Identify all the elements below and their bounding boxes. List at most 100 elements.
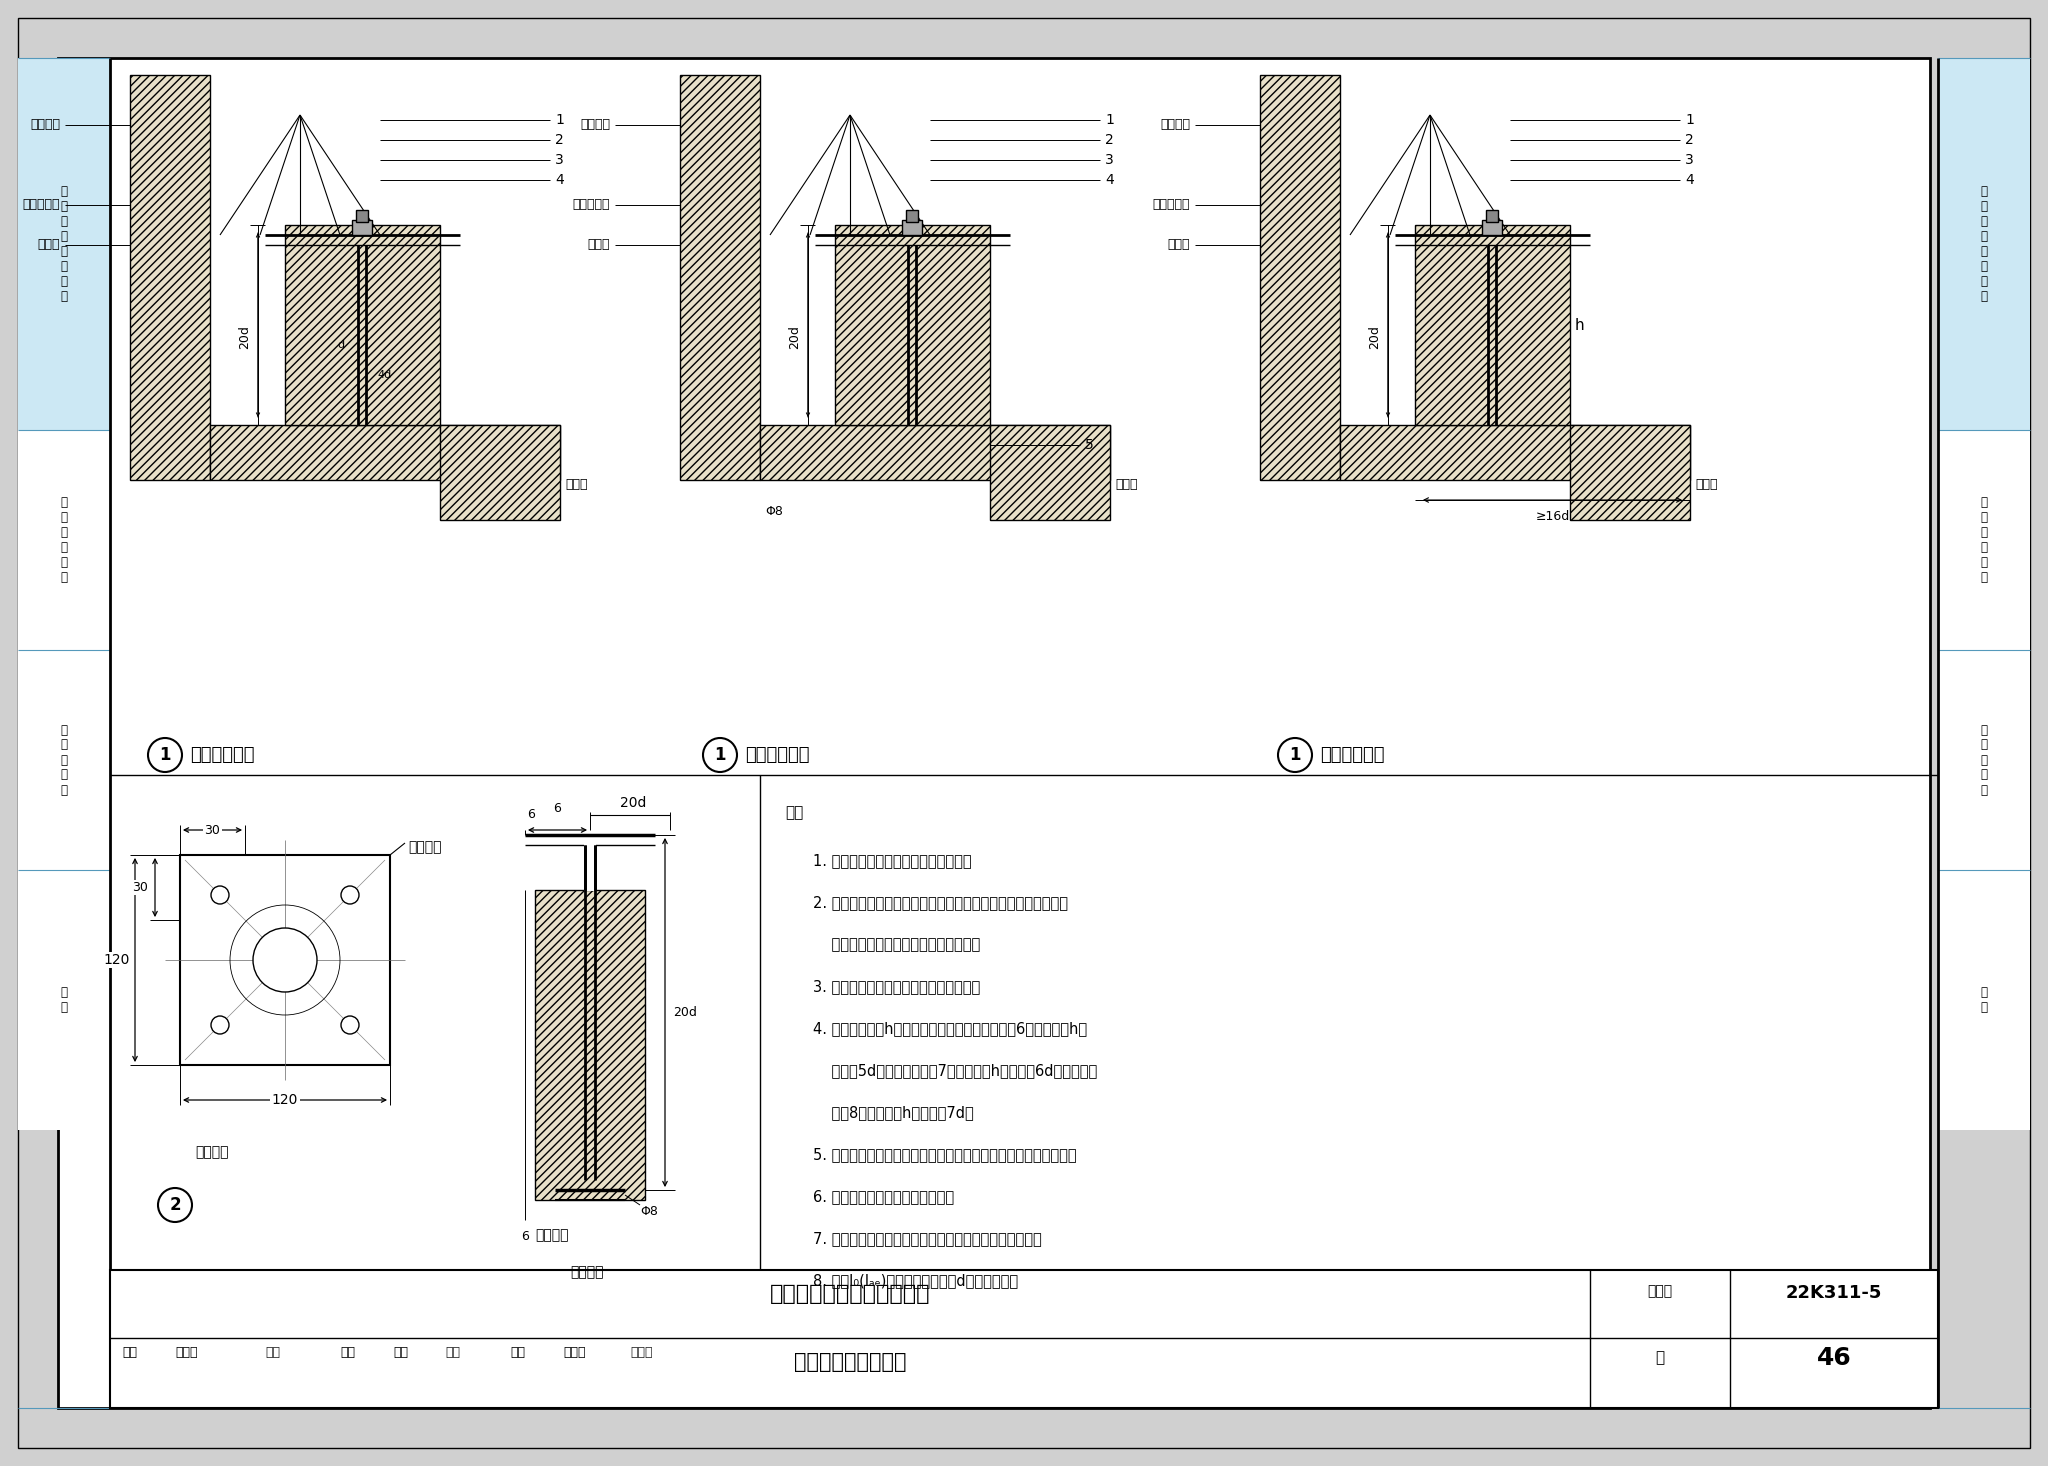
Text: 4d: 4d xyxy=(377,369,391,380)
Bar xyxy=(211,425,559,479)
Text: 焊接螺栓: 焊接螺栓 xyxy=(408,840,442,855)
Circle shape xyxy=(342,1016,358,1034)
Text: 30: 30 xyxy=(131,881,147,894)
Text: 泛水板: 泛水板 xyxy=(1696,478,1718,491)
Bar xyxy=(18,59,111,430)
Text: 8. 图中l₀(lₐₑ)为钢筋锚固长度，d为螺栓直径。: 8. 图中l₀(lₐₑ)为钢筋锚固长度，d为螺栓直径。 xyxy=(813,1272,1018,1289)
Bar xyxy=(1937,649,2030,869)
Text: 并在订货时将基础尺寸提供给供货商。: 并在订货时将基础尺寸提供给供货商。 xyxy=(813,937,981,951)
Circle shape xyxy=(211,1016,229,1034)
Text: 3. 胀锚螺栓需选用可承受动载荷形式的。: 3. 胀锚螺栓需选用可承受动载荷形式的。 xyxy=(813,979,981,994)
Bar xyxy=(285,224,440,425)
Text: 2. 采用地脚螺栓和胀锚螺栓竖向安装时需重新核算基础的尺寸，: 2. 采用地脚螺栓和胀锚螺栓竖向安装时需重新核算基础的尺寸， xyxy=(813,896,1067,910)
Text: 泛水板: 泛水板 xyxy=(1114,478,1137,491)
Text: 防水层: 防水层 xyxy=(37,239,59,252)
Text: 胀锚螺栓安装: 胀锚螺栓安装 xyxy=(1321,746,1384,764)
Text: 龚勒: 龚勒 xyxy=(264,1346,281,1359)
Bar xyxy=(905,210,918,221)
Text: ≥16d: ≥16d xyxy=(1536,510,1569,523)
Text: 2: 2 xyxy=(170,1196,180,1214)
Text: 张级经: 张级经 xyxy=(631,1346,653,1359)
Text: 30: 30 xyxy=(205,824,221,837)
Bar xyxy=(18,430,111,649)
Text: 密封膏封严: 密封膏封严 xyxy=(573,198,610,211)
Text: 120: 120 xyxy=(272,1094,299,1107)
Bar xyxy=(1483,220,1501,235)
Text: 设计: 设计 xyxy=(510,1346,524,1359)
Circle shape xyxy=(254,928,317,992)
Bar xyxy=(989,425,1110,520)
Bar xyxy=(901,220,922,235)
Text: 预埋钢板: 预埋钢板 xyxy=(535,1229,569,1242)
Text: 预埋钢板: 预埋钢板 xyxy=(195,1145,229,1160)
Text: 1: 1 xyxy=(160,746,170,764)
Text: 2: 2 xyxy=(1686,133,1694,147)
Bar xyxy=(352,220,373,235)
Text: h: h xyxy=(1575,318,1585,333)
Bar xyxy=(1339,425,1690,479)
Bar xyxy=(1487,210,1497,221)
Text: 1: 1 xyxy=(715,746,725,764)
Text: 附
录: 附 录 xyxy=(61,987,68,1014)
Text: 1: 1 xyxy=(1686,113,1694,128)
Text: d: d xyxy=(338,340,344,350)
Text: 审核: 审核 xyxy=(123,1346,137,1359)
Text: 消
防
排
烟
风
机
安
装: 消 防 排 烟 风 机 安 装 xyxy=(1980,185,1987,303)
Bar xyxy=(18,649,111,869)
Text: 3: 3 xyxy=(1106,152,1114,167)
Text: 6: 6 xyxy=(520,1230,528,1243)
Bar xyxy=(535,890,645,1201)
Circle shape xyxy=(211,885,229,905)
Text: 排烟风机: 排烟风机 xyxy=(580,119,610,132)
Bar xyxy=(584,844,596,891)
Text: 防水层: 防水层 xyxy=(588,239,610,252)
Text: 排烟风机: 排烟风机 xyxy=(31,119,59,132)
Text: 密封膏封严: 密封膏封严 xyxy=(23,198,59,211)
Text: 地脚螺栓安装: 地脚螺栓安装 xyxy=(190,746,254,764)
Text: 3: 3 xyxy=(555,152,563,167)
Text: 防
火
阀
门
安
装: 防 火 阀 门 安 装 xyxy=(1980,496,1987,583)
Text: 4. 锚栓锚固深度h应满足以下要求：在抗震烈度为6度的地区，h不: 4. 锚栓锚固深度h应满足以下要求：在抗震烈度为6度的地区，h不 xyxy=(813,1020,1087,1036)
Bar xyxy=(129,75,211,479)
Text: 20d: 20d xyxy=(674,1006,696,1019)
Text: 7. 安装方式可由设计人员根据基础尺寸和设计要求选用。: 7. 安装方式可由设计人员根据基础尺寸和设计要求选用。 xyxy=(813,1231,1042,1246)
Text: 4: 4 xyxy=(1106,173,1114,188)
Text: 120: 120 xyxy=(104,953,131,968)
Text: 附
录: 附 录 xyxy=(1980,987,1987,1014)
Text: 校对: 校对 xyxy=(340,1346,354,1359)
Text: 20d: 20d xyxy=(1368,325,1382,349)
Bar xyxy=(1571,425,1690,520)
Text: Φ8: Φ8 xyxy=(766,504,782,517)
Text: 张宽: 张宽 xyxy=(393,1346,408,1359)
Text: 屋顶式排烟风机（轴流式）: 屋顶式排烟风机（轴流式） xyxy=(770,1284,930,1303)
Bar xyxy=(111,1270,1937,1407)
Text: 注：: 注： xyxy=(784,805,803,819)
Text: 20d: 20d xyxy=(621,796,647,811)
Text: 傅建勋: 傅建勋 xyxy=(174,1346,197,1359)
Text: 密封膏封严: 密封膏封严 xyxy=(1153,198,1190,211)
Text: 6: 6 xyxy=(553,802,561,815)
Bar xyxy=(440,425,559,520)
Text: 应小于5d；在抗震烈度为7度的地区，h不应小于6d；在抗震烈: 应小于5d；在抗震烈度为7度的地区，h不应小于6d；在抗震烈 xyxy=(813,1063,1098,1078)
Text: 焊接螺栓安装: 焊接螺栓安装 xyxy=(745,746,809,764)
Text: 20d: 20d xyxy=(238,325,252,349)
Bar xyxy=(1260,75,1339,479)
Bar xyxy=(1937,869,2030,1130)
Text: 北完: 北完 xyxy=(444,1346,461,1359)
Text: 20d: 20d xyxy=(788,325,801,349)
Text: 度为8度的地区，h不应小于7d。: 度为8度的地区，h不应小于7d。 xyxy=(813,1105,973,1120)
Text: 1: 1 xyxy=(555,113,563,128)
Text: 消
防
排
烟
风
机
安
装: 消 防 排 烟 风 机 安 装 xyxy=(61,185,68,303)
Text: 1. 设备基础需土建专业设计人员核算。: 1. 设备基础需土建专业设计人员核算。 xyxy=(813,853,971,868)
Text: 张欣然: 张欣然 xyxy=(563,1346,586,1359)
Text: 焊接螺栓: 焊接螺栓 xyxy=(569,1265,604,1278)
Text: 2: 2 xyxy=(1106,133,1114,147)
Circle shape xyxy=(342,885,358,905)
Text: 页: 页 xyxy=(1655,1350,1665,1365)
Text: 排烟风机: 排烟风机 xyxy=(1159,119,1190,132)
Text: 5. 预埋钢板位置应准确并保持预埋钢板顶面标高在同一水平面上。: 5. 预埋钢板位置应准确并保持预埋钢板顶面标高在同一水平面上。 xyxy=(813,1146,1077,1163)
Text: 防
排
烟
风
管: 防 排 烟 风 管 xyxy=(61,724,68,796)
Text: 1: 1 xyxy=(1106,113,1114,128)
Text: 6: 6 xyxy=(526,809,535,821)
Bar xyxy=(1415,224,1571,425)
